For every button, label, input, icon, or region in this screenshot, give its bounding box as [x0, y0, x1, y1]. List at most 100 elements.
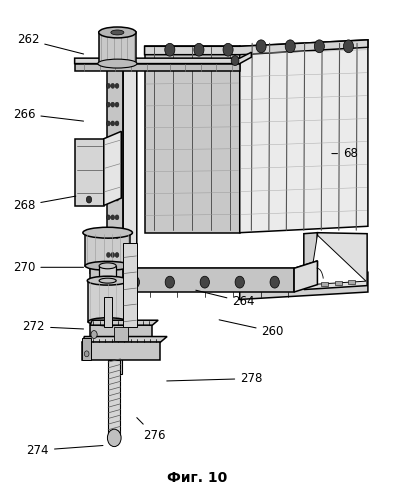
Circle shape: [86, 196, 92, 203]
Bar: [99, 32, 136, 64]
Bar: [82, 342, 160, 360]
Circle shape: [115, 84, 119, 88]
Polygon shape: [145, 40, 368, 54]
Circle shape: [106, 234, 110, 238]
Bar: [82, 338, 91, 360]
Text: Фиг. 10: Фиг. 10: [167, 471, 227, 485]
Bar: [348, 280, 355, 283]
Circle shape: [194, 44, 204, 56]
Circle shape: [231, 56, 239, 66]
Circle shape: [111, 178, 115, 182]
Circle shape: [84, 351, 89, 357]
Bar: [123, 242, 137, 326]
Text: 278: 278: [167, 372, 262, 385]
Text: 68: 68: [332, 147, 358, 160]
Circle shape: [130, 276, 139, 288]
Polygon shape: [145, 46, 240, 232]
Circle shape: [115, 215, 119, 220]
Ellipse shape: [111, 30, 124, 35]
Circle shape: [106, 158, 110, 164]
Text: 268: 268: [13, 196, 76, 212]
Text: 264: 264: [196, 290, 255, 308]
Polygon shape: [90, 261, 318, 273]
Circle shape: [165, 44, 175, 56]
Circle shape: [344, 40, 353, 52]
Text: 274: 274: [26, 444, 103, 457]
Polygon shape: [90, 268, 294, 292]
Polygon shape: [74, 52, 251, 64]
Ellipse shape: [99, 263, 116, 269]
Circle shape: [111, 84, 115, 88]
Circle shape: [91, 330, 97, 338]
Circle shape: [106, 102, 110, 107]
Circle shape: [106, 196, 110, 201]
Polygon shape: [74, 138, 104, 205]
Circle shape: [111, 234, 115, 238]
Circle shape: [106, 252, 110, 258]
Bar: [112, 284, 123, 374]
Circle shape: [256, 40, 266, 52]
Polygon shape: [294, 261, 318, 292]
Circle shape: [106, 215, 110, 220]
Circle shape: [106, 178, 110, 182]
Circle shape: [111, 121, 115, 126]
Bar: [88, 280, 127, 322]
Circle shape: [111, 158, 115, 164]
Circle shape: [108, 429, 121, 446]
Polygon shape: [74, 64, 240, 71]
Polygon shape: [304, 232, 367, 289]
Circle shape: [115, 140, 119, 144]
Circle shape: [200, 276, 210, 288]
Ellipse shape: [83, 228, 132, 238]
Circle shape: [111, 64, 115, 70]
Ellipse shape: [99, 278, 116, 283]
Circle shape: [111, 215, 115, 220]
Polygon shape: [90, 320, 158, 325]
Polygon shape: [240, 232, 368, 300]
Bar: [321, 282, 328, 286]
Circle shape: [111, 140, 115, 144]
Polygon shape: [104, 132, 121, 206]
Circle shape: [115, 234, 119, 238]
Bar: [114, 326, 128, 342]
Circle shape: [115, 64, 119, 70]
Bar: [108, 360, 121, 438]
Circle shape: [270, 276, 279, 288]
Ellipse shape: [87, 276, 128, 285]
Text: 272: 272: [22, 320, 84, 333]
Text: 266: 266: [13, 108, 84, 121]
Text: 270: 270: [13, 261, 84, 274]
Text: 276: 276: [137, 418, 165, 442]
Circle shape: [115, 196, 119, 201]
Circle shape: [115, 252, 119, 258]
Bar: [99, 266, 116, 280]
Polygon shape: [107, 62, 123, 282]
Circle shape: [165, 276, 175, 288]
Bar: [115, 374, 120, 398]
Circle shape: [115, 178, 119, 182]
Circle shape: [115, 158, 119, 164]
Circle shape: [314, 40, 324, 52]
Circle shape: [285, 40, 295, 52]
Circle shape: [106, 140, 110, 144]
Ellipse shape: [99, 27, 136, 38]
Bar: [85, 232, 130, 266]
Circle shape: [235, 276, 244, 288]
Ellipse shape: [98, 59, 137, 68]
Circle shape: [106, 121, 110, 126]
Circle shape: [111, 196, 115, 201]
Polygon shape: [310, 235, 366, 284]
Circle shape: [111, 102, 115, 107]
Circle shape: [223, 44, 233, 56]
Ellipse shape: [85, 262, 130, 270]
Polygon shape: [123, 58, 137, 282]
Text: 262: 262: [17, 34, 84, 54]
Bar: [335, 280, 342, 284]
Circle shape: [106, 84, 110, 88]
Polygon shape: [240, 40, 368, 232]
Circle shape: [115, 121, 119, 126]
Circle shape: [106, 64, 110, 70]
Circle shape: [115, 102, 119, 107]
Ellipse shape: [88, 318, 127, 326]
Circle shape: [103, 276, 112, 288]
